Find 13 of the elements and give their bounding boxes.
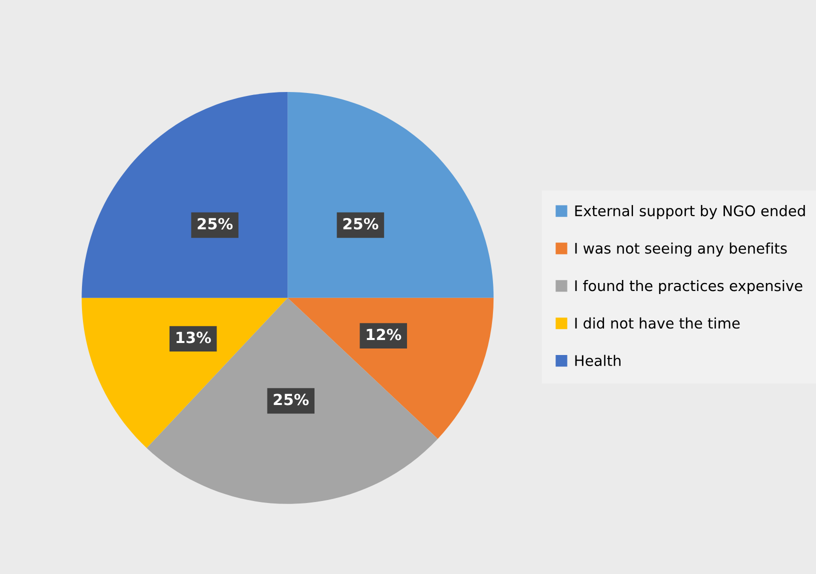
data-label: 12% [366, 328, 402, 340]
legend-label: I found the practices expensive [575, 280, 802, 294]
data-label: 13% [176, 332, 211, 344]
legend-label: External support by NGO ended [575, 205, 805, 220]
pie-slice [288, 92, 494, 298]
data-label: 25% [343, 218, 378, 230]
legend-label: Health [575, 354, 621, 366]
data-label: 25% [274, 394, 309, 406]
pie-slice [146, 298, 438, 504]
pie-slice [82, 92, 288, 298]
data-label: 25% [198, 218, 233, 230]
legend-label: I was not seeing any benefits [575, 242, 787, 257]
legend-label: I did not have the time [575, 317, 740, 329]
